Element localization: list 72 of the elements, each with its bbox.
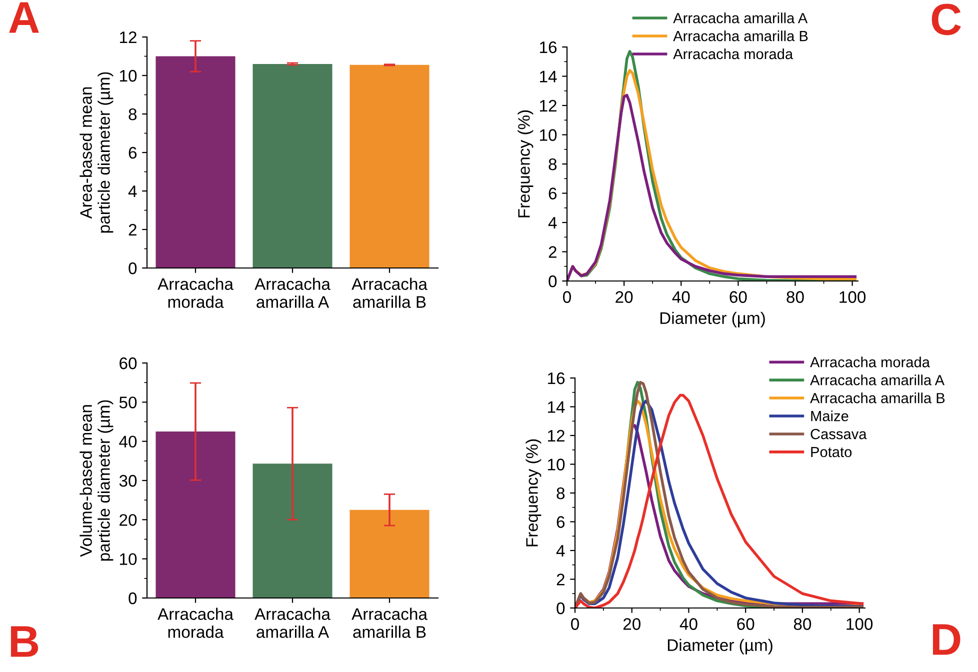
y-tick-label: 20	[120, 514, 137, 526]
y-tick-label: 12	[540, 100, 556, 112]
bar	[156, 56, 236, 268]
y-tick-label: 2	[128, 224, 136, 236]
y-tick-label: 12	[120, 31, 136, 44]
y-tick-label: 14	[540, 70, 557, 82]
y-tick-label: 4	[128, 186, 137, 198]
legend-label: Arracacha amarilla A	[673, 12, 808, 24]
x-tick-label: 100	[840, 291, 866, 303]
y-axis-title: Area-based mean particle diameter (µm)	[80, 72, 114, 233]
bar	[252, 464, 332, 598]
x-tick-label: 80	[794, 618, 812, 630]
legend-label: Arracacha morada	[673, 48, 794, 60]
legend-label: Arracacha amarilla B	[673, 30, 808, 42]
y-axis-title: Frequency (%)	[526, 439, 542, 546]
text: A	[9, 2, 39, 33]
x-tick-label: 20	[623, 618, 640, 630]
legend-label: Potato	[811, 447, 852, 458]
x-tick-label: Arracacha amarilla A	[254, 608, 330, 638]
y-tick-label: 8	[556, 487, 565, 500]
x-tick-label: Arracacha morada	[158, 608, 234, 638]
y-tick-label: 6	[556, 516, 565, 528]
x-tick-label: 80	[786, 291, 804, 303]
x-tick-label: Arracacha amarilla B	[352, 278, 428, 308]
y-tick-label: 4	[556, 545, 565, 557]
x-tick-label: Arracacha amarilla A	[254, 278, 330, 308]
x-tick-label: 100	[846, 618, 873, 630]
x-tick-label: 40	[680, 618, 698, 630]
bar	[156, 432, 236, 598]
x-tick-label: 60	[730, 291, 747, 303]
text: B	[10, 626, 38, 657]
x-tick-label: Arracacha morada	[158, 278, 234, 308]
y-tick-label: 50	[119, 396, 137, 408]
legend-label: Maize	[811, 410, 848, 422]
y-tick-label: 6	[548, 188, 557, 200]
legend-label: Arracacha amarilla A	[810, 374, 945, 386]
legend-label: Arracacha morada	[810, 356, 930, 368]
text: C	[932, 4, 961, 36]
x-tick-label: 20	[616, 291, 633, 303]
y-tick-label: 12	[548, 430, 564, 442]
bar	[252, 64, 332, 268]
bar	[350, 510, 430, 598]
y-tick-label: 8	[128, 108, 137, 120]
y-axis-title: Volume-based mean particle diameter (µm)	[80, 400, 114, 561]
y-tick-label: 4	[548, 217, 557, 229]
y-tick-label: 10	[120, 553, 137, 566]
bar	[350, 64, 430, 268]
legend-label: Arracacha amarilla B	[810, 392, 945, 404]
text: D	[932, 624, 960, 655]
y-tick-label: 14	[548, 401, 565, 413]
y-tick-label: 60	[120, 357, 137, 370]
y-tick-label: 10	[548, 458, 565, 470]
y-tick-label: 40	[119, 436, 137, 448]
y-tick-label: 16	[548, 372, 565, 384]
y-tick-label: 30	[119, 474, 137, 487]
y-tick-label: 0	[128, 262, 137, 274]
x-tick-label: 0	[571, 618, 579, 630]
x-axis-title: Diameter (µm)	[660, 312, 765, 328]
x-tick-label: 60	[737, 618, 754, 630]
x-tick-label: Arracacha amarilla B	[352, 608, 428, 638]
y-tick-label: 2	[556, 574, 564, 586]
legend-label: Cassava	[810, 428, 867, 440]
y-tick-label: 10	[540, 129, 557, 141]
y-tick-label: 6	[128, 146, 137, 159]
x-axis-title: Diameter (µm)	[668, 638, 772, 654]
y-tick-label: 16	[540, 41, 557, 54]
y-tick-label: 8	[548, 158, 557, 170]
y-tick-label: 10	[120, 70, 137, 82]
y-tick-label: 0	[128, 592, 137, 604]
y-axis-title: Frequency (%)	[518, 110, 534, 218]
y-tick-label: 2	[548, 246, 556, 258]
x-tick-label: 40	[672, 291, 690, 303]
